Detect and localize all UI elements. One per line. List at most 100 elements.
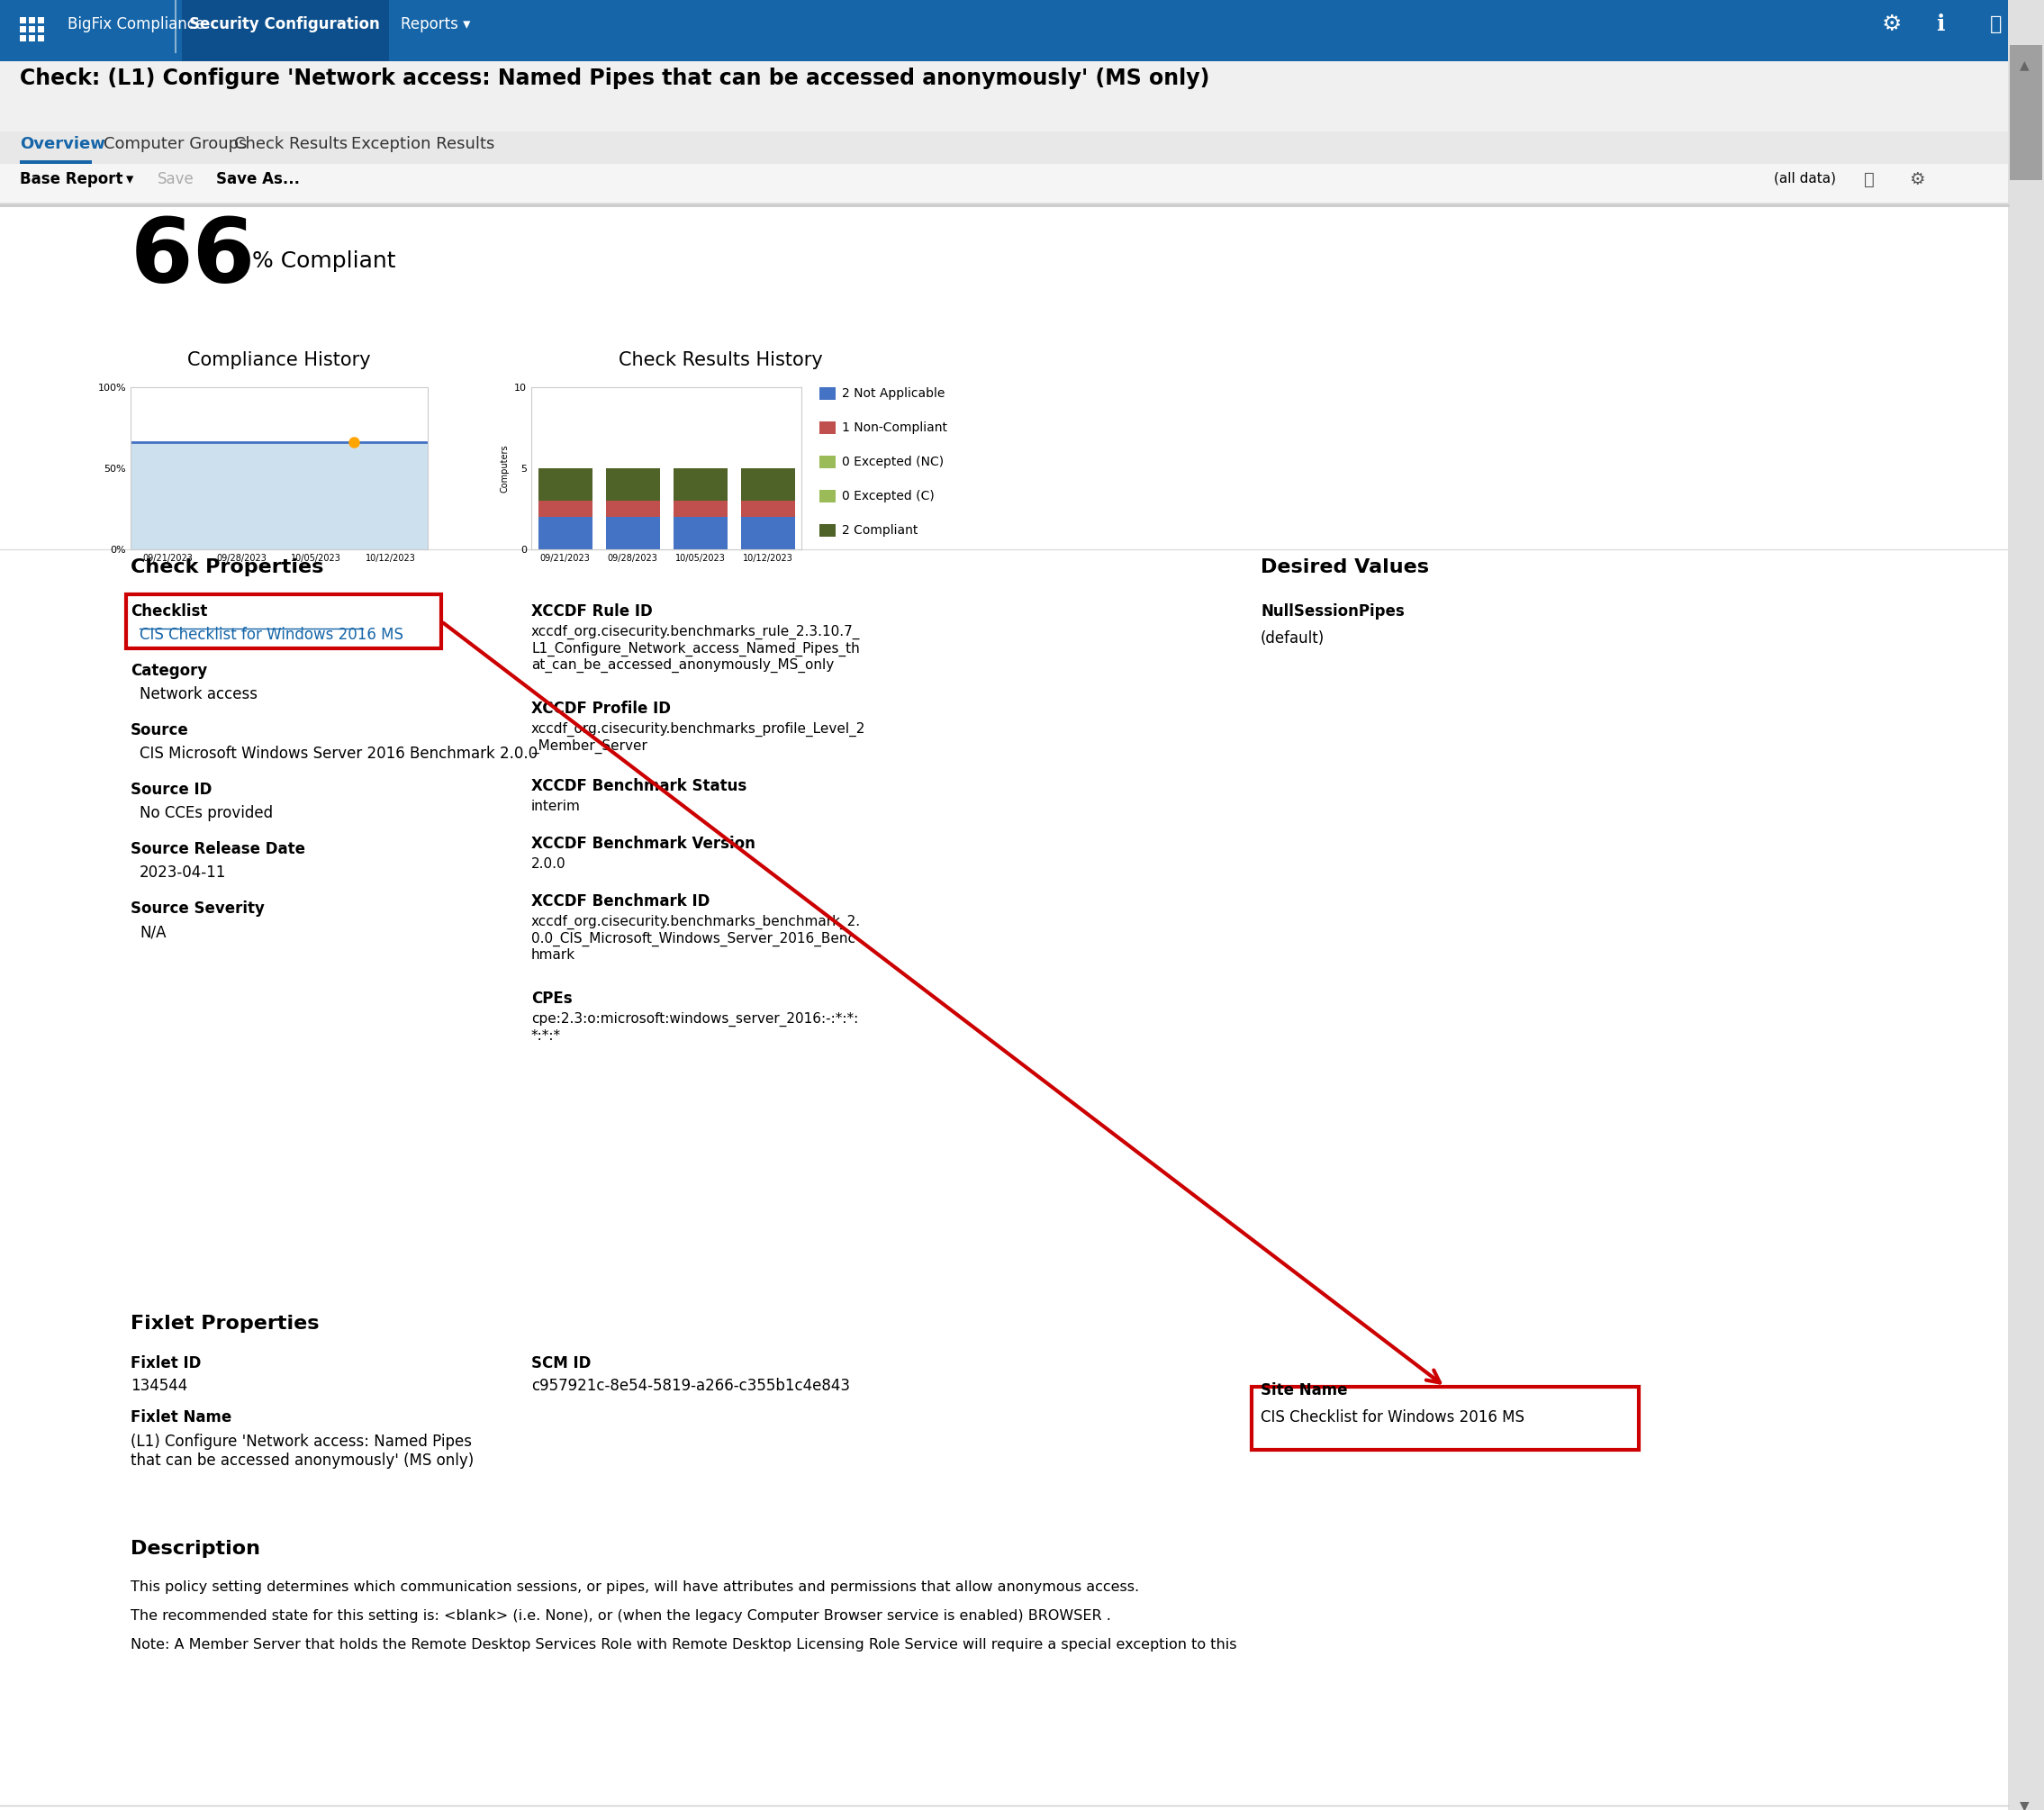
Bar bbox=[0, 132, 2007, 165]
Text: ▲: ▲ bbox=[2019, 58, 2030, 71]
Bar bbox=[820, 525, 836, 538]
Text: Overview: Overview bbox=[20, 136, 104, 152]
Bar bbox=[127, 594, 442, 648]
Text: (default): (default) bbox=[1261, 630, 1325, 646]
Bar bbox=[538, 518, 593, 548]
Text: CIS Microsoft Windows Server 2016 Benchmark 2.0.0: CIS Microsoft Windows Server 2016 Benchm… bbox=[139, 746, 538, 762]
Bar bbox=[820, 387, 836, 400]
Text: Save: Save bbox=[157, 172, 194, 186]
Bar bbox=[182, 0, 388, 62]
Bar bbox=[820, 422, 836, 434]
Text: Check Results History: Check Results History bbox=[617, 351, 822, 369]
Text: (all data): (all data) bbox=[1774, 172, 1836, 185]
Bar bbox=[740, 469, 795, 501]
Text: XCCDF Benchmark Version: XCCDF Benchmark Version bbox=[531, 836, 756, 853]
Bar bbox=[20, 16, 27, 24]
Text: Source Release Date: Source Release Date bbox=[131, 842, 305, 858]
Bar bbox=[672, 501, 728, 518]
Text: Base Report: Base Report bbox=[20, 172, 123, 186]
Text: Security Configuration: Security Configuration bbox=[190, 16, 380, 33]
Text: SCM ID: SCM ID bbox=[531, 1356, 591, 1372]
Text: cpe:2.3:o:microsoft:windows_server_2016:-:*:*:
*:*:*: cpe:2.3:o:microsoft:windows_server_2016:… bbox=[531, 1012, 858, 1043]
Text: ▾: ▾ bbox=[127, 172, 133, 186]
Bar bbox=[20, 25, 27, 33]
Text: CIS Checklist for Windows 2016 MS: CIS Checklist for Windows 2016 MS bbox=[139, 626, 403, 643]
Text: % Compliant: % Compliant bbox=[251, 250, 397, 271]
Text: 👤: 👤 bbox=[1991, 14, 2001, 33]
Text: XCCDF Profile ID: XCCDF Profile ID bbox=[531, 700, 670, 717]
Y-axis label: Computers: Computers bbox=[501, 443, 509, 492]
Bar bbox=[740, 518, 795, 548]
Text: 1 Non-Compliant: 1 Non-Compliant bbox=[842, 422, 946, 434]
Bar bbox=[605, 518, 660, 548]
Bar bbox=[29, 16, 35, 24]
Bar bbox=[2007, 0, 2044, 1810]
Bar bbox=[0, 0, 2044, 62]
Text: 2 Compliant: 2 Compliant bbox=[842, 525, 918, 538]
Text: No CCEs provided: No CCEs provided bbox=[139, 805, 274, 822]
Bar bbox=[672, 518, 728, 548]
Text: 0 Excepted (NC): 0 Excepted (NC) bbox=[842, 456, 944, 469]
Text: CIS Checklist for Windows 2016 MS: CIS Checklist for Windows 2016 MS bbox=[1261, 1410, 1525, 1426]
Bar bbox=[538, 501, 593, 518]
Text: Reports ▾: Reports ▾ bbox=[401, 16, 470, 33]
Text: ⚙: ⚙ bbox=[1883, 13, 1903, 34]
Bar bbox=[2009, 45, 2042, 181]
Text: Network access: Network access bbox=[139, 686, 258, 702]
Text: 2 Not Applicable: 2 Not Applicable bbox=[842, 387, 944, 400]
Bar bbox=[538, 469, 593, 501]
Text: 0 Excepted (C): 0 Excepted (C) bbox=[842, 491, 934, 503]
Bar bbox=[1251, 1386, 1639, 1450]
Text: ▼: ▼ bbox=[2019, 1799, 2030, 1810]
Bar bbox=[740, 501, 795, 518]
Text: Exception Results: Exception Results bbox=[352, 136, 495, 152]
Text: Check: (L1) Configure 'Network access: Named Pipes that can be accessed anonymou: Check: (L1) Configure 'Network access: N… bbox=[20, 67, 1210, 89]
Text: ⚙: ⚙ bbox=[1909, 172, 1925, 188]
Text: The recommended state for this setting is: <blank> (i.e. None), or (when the leg: The recommended state for this setting i… bbox=[131, 1609, 1112, 1624]
Bar bbox=[0, 0, 2007, 62]
Bar bbox=[20, 161, 92, 165]
Bar bbox=[39, 25, 45, 33]
Bar bbox=[820, 491, 836, 503]
Text: Source: Source bbox=[131, 722, 188, 738]
Text: XCCDF Benchmark ID: XCCDF Benchmark ID bbox=[531, 894, 709, 909]
Text: 134544: 134544 bbox=[131, 1377, 188, 1394]
Text: NullSessionPipes: NullSessionPipes bbox=[1261, 603, 1404, 619]
Text: XCCDF Benchmark Status: XCCDF Benchmark Status bbox=[531, 778, 746, 795]
Text: This policy setting determines which communication sessions, or pipes, will have: This policy setting determines which com… bbox=[131, 1580, 1139, 1595]
Text: Computer Groups: Computer Groups bbox=[104, 136, 247, 152]
Bar bbox=[605, 501, 660, 518]
Text: XCCDF Rule ID: XCCDF Rule ID bbox=[531, 603, 652, 619]
Bar bbox=[20, 34, 27, 42]
Text: (L1) Configure 'Network access: Named Pipes
that can be accessed anonymously' (M: (L1) Configure 'Network access: Named Pi… bbox=[131, 1434, 474, 1468]
Text: Description: Description bbox=[131, 1540, 260, 1558]
Text: Source Severity: Source Severity bbox=[131, 901, 264, 916]
Text: xccdf_org.cisecurity.benchmarks_benchmark_2.
0.0_CIS_Microsoft_Windows_Server_20: xccdf_org.cisecurity.benchmarks_benchmar… bbox=[531, 914, 861, 961]
Text: 66: 66 bbox=[131, 214, 256, 302]
Text: 2023-04-11: 2023-04-11 bbox=[139, 865, 227, 881]
FancyArrowPatch shape bbox=[444, 623, 1439, 1383]
Text: Check Results: Check Results bbox=[235, 136, 347, 152]
Text: Check Properties: Check Properties bbox=[131, 557, 323, 576]
Text: Category: Category bbox=[131, 662, 206, 679]
Text: xccdf_org.cisecurity.benchmarks_profile_Level_2
_Member_Server: xccdf_org.cisecurity.benchmarks_profile_… bbox=[531, 722, 867, 753]
Text: c957921c-8e54-5819-a266-c355b1c4e843: c957921c-8e54-5819-a266-c355b1c4e843 bbox=[531, 1377, 850, 1394]
Text: CPEs: CPEs bbox=[531, 990, 572, 1006]
Text: ℹ: ℹ bbox=[1936, 13, 1944, 34]
Bar bbox=[29, 34, 35, 42]
Text: Desired Values: Desired Values bbox=[1261, 557, 1429, 576]
Text: Site Name: Site Name bbox=[1261, 1383, 1347, 1399]
Text: interim: interim bbox=[531, 800, 580, 813]
Text: Checklist: Checklist bbox=[131, 603, 206, 619]
Bar bbox=[0, 205, 2007, 1810]
Bar bbox=[0, 165, 2007, 205]
Text: Fixlet Properties: Fixlet Properties bbox=[131, 1314, 319, 1332]
Text: Fixlet ID: Fixlet ID bbox=[131, 1356, 200, 1372]
Text: BigFix Compliance: BigFix Compliance bbox=[67, 16, 204, 33]
Text: Note: A Member Server that holds the Remote Desktop Services Role with Remote De: Note: A Member Server that holds the Rem… bbox=[131, 1638, 1237, 1651]
Text: Source ID: Source ID bbox=[131, 782, 213, 798]
Bar bbox=[39, 16, 45, 24]
Text: xccdf_org.cisecurity.benchmarks_rule_2.3.10.7_
L1_Configure_Network_access_Named: xccdf_org.cisecurity.benchmarks_rule_2.3… bbox=[531, 624, 861, 673]
Bar bbox=[29, 25, 35, 33]
Bar bbox=[820, 456, 836, 469]
